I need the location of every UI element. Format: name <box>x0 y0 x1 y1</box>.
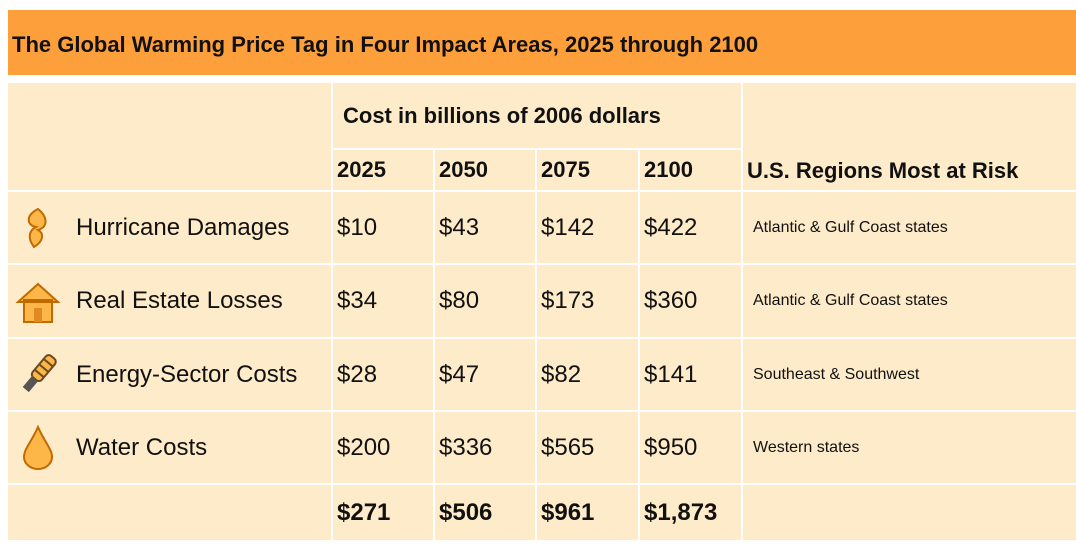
region-cell: Atlantic & Gulf Coast states <box>743 265 1076 337</box>
total-cell: $961 <box>537 485 638 540</box>
value-cell: $200 <box>333 412 433 483</box>
row-label: Energy-Sector Costs <box>76 360 298 388</box>
value-cell: $82 <box>537 339 638 410</box>
row-label-cell: Hurricane Damages <box>8 192 331 263</box>
row-label: Real Estate Losses <box>76 287 283 314</box>
row-icon <box>15 282 61 323</box>
year-header: 2075 <box>537 150 638 190</box>
region-cell: Atlantic & Gulf Coast states <box>743 192 1076 263</box>
row-icon <box>27 207 47 248</box>
year-header: 2025 <box>333 150 433 190</box>
value-cell: $360 <box>640 265 741 337</box>
region-cell: Southeast & Southwest <box>743 339 1076 410</box>
value-cell: $142 <box>537 192 638 263</box>
region-header: U.S. Regions Most at Risk <box>743 83 1076 190</box>
blank-cell <box>743 485 1076 540</box>
total-cell: $271 <box>333 485 433 540</box>
year-header: 2100 <box>640 150 741 190</box>
value-cell: $565 <box>537 412 638 483</box>
value-cell: $336 <box>435 412 535 483</box>
value-cell: $173 <box>537 265 638 337</box>
row-label-cell: Water Costs <box>8 412 331 483</box>
year-header: 2050 <box>435 150 535 190</box>
value-cell: $43 <box>435 192 535 263</box>
region-cell: Western states <box>743 412 1076 483</box>
row-icon <box>22 353 57 392</box>
value-cell: $80 <box>435 265 535 337</box>
total-cell: $506 <box>435 485 535 540</box>
value-cell: $10 <box>333 192 433 263</box>
value-cell: $141 <box>640 339 741 410</box>
row-label: Water Costs <box>76 433 208 461</box>
value-cell: $950 <box>640 412 741 483</box>
table: Cost in billions of 2006 dollars U.S. Re… <box>8 83 1076 540</box>
cost-header: Cost in billions of 2006 dollars <box>333 83 741 148</box>
row-label-cell: Energy-Sector Costs <box>8 339 331 410</box>
row-label-cell: Real Estate Losses <box>8 265 331 337</box>
total-cell: $1,873 <box>640 485 741 540</box>
title-bar: The Global Warming Price Tag in Four Imp… <box>8 10 1076 75</box>
value-cell: $34 <box>333 265 433 337</box>
row-label: Hurricane Damages <box>76 213 290 241</box>
value-cell: $47 <box>435 339 535 410</box>
row-icon <box>22 423 54 470</box>
value-cell: $422 <box>640 192 741 263</box>
blank-cell <box>8 485 331 540</box>
blank-cell <box>8 83 331 190</box>
value-cell: $28 <box>333 339 433 410</box>
